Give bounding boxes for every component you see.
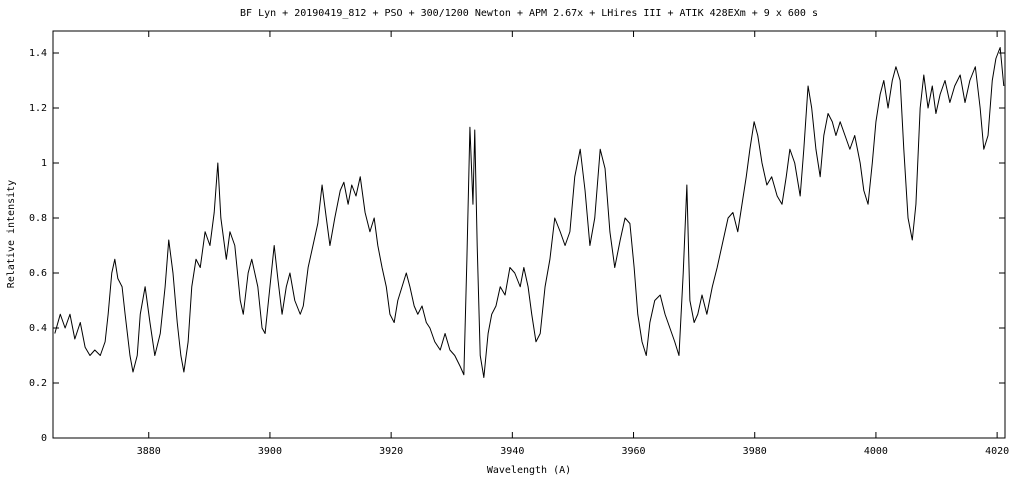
x-tick-label: 3880: [137, 446, 161, 457]
y-tick-label: 1.4: [29, 48, 47, 59]
spectrum-line: [54, 47, 1005, 378]
x-tick-label: 4000: [864, 446, 888, 457]
x-axis-label: Wavelength (A): [487, 465, 571, 476]
x-tick-label: 3900: [258, 446, 282, 457]
x-tick-label: 3980: [743, 446, 767, 457]
y-tick-label: 0.8: [29, 213, 47, 224]
y-axis-label: Relative intensity: [6, 180, 17, 288]
y-tick-label: 0: [41, 433, 47, 444]
y-tick-label: 0.4: [29, 323, 47, 334]
y-tick-label: 0.2: [29, 378, 47, 389]
y-tick-label: 0.6: [29, 268, 47, 279]
y-tick-label: 1: [41, 158, 47, 169]
plot-frame: [52, 30, 1006, 439]
x-tick-label: 3940: [500, 446, 524, 457]
y-tick-label: 1.2: [29, 103, 47, 114]
chart-title: BF Lyn + 20190419_812 + PSO + 300/1200 N…: [240, 8, 818, 19]
x-tick-label: 3960: [621, 446, 645, 457]
x-tick-label: 3920: [379, 446, 403, 457]
x-tick-label: 4020: [985, 446, 1009, 457]
